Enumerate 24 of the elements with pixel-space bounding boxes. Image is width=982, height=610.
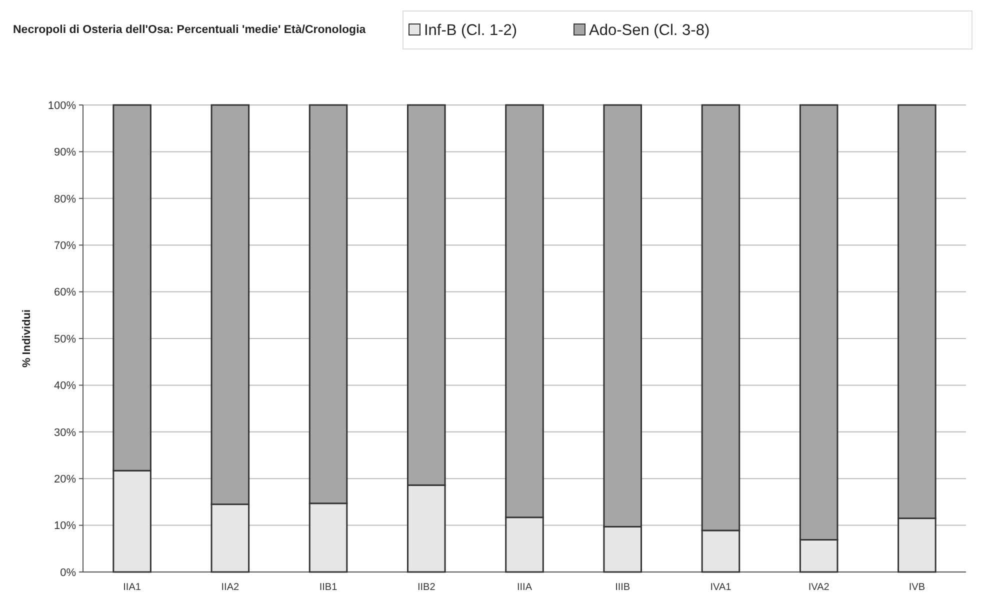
chart-title: Necropoli di Osteria dell'Osa: Percentuali 'medie' Età/Cronologia bbox=[13, 24, 366, 36]
x-tick-label: IVA1 bbox=[710, 582, 732, 593]
y-tick-label: 60% bbox=[54, 286, 76, 299]
x-tick-label: IIB1 bbox=[319, 582, 338, 593]
y-tick-label: 30% bbox=[54, 426, 76, 439]
x-tick-label: IIIA bbox=[516, 582, 532, 593]
x-tick-label: IIB2 bbox=[417, 582, 436, 593]
y-tick-label: 10% bbox=[54, 520, 76, 532]
x-tick-label: IIA2 bbox=[221, 582, 240, 593]
y-axis-title: % Individui bbox=[21, 309, 33, 368]
y-tick-label: 70% bbox=[54, 240, 76, 252]
y-tick-label: 50% bbox=[54, 333, 76, 346]
y-tick-label: 40% bbox=[54, 380, 76, 392]
y-tick-label: 90% bbox=[54, 146, 76, 159]
x-tick-label: IVA2 bbox=[808, 582, 830, 593]
y-tick-label: 0% bbox=[60, 566, 76, 579]
legend-label: Ado-Sen (Cl. 3-8) bbox=[589, 22, 710, 39]
y-tick-label: 100% bbox=[48, 100, 76, 112]
x-tick-label: IIA1 bbox=[123, 582, 142, 593]
x-tick-label: IIIB bbox=[615, 582, 630, 593]
x-tick-label: IVB bbox=[908, 582, 926, 593]
y-tick-label: 20% bbox=[54, 473, 76, 486]
y-tick-label: 80% bbox=[54, 193, 76, 206]
legend-label: Inf-B (Cl. 1-2) bbox=[424, 22, 518, 39]
